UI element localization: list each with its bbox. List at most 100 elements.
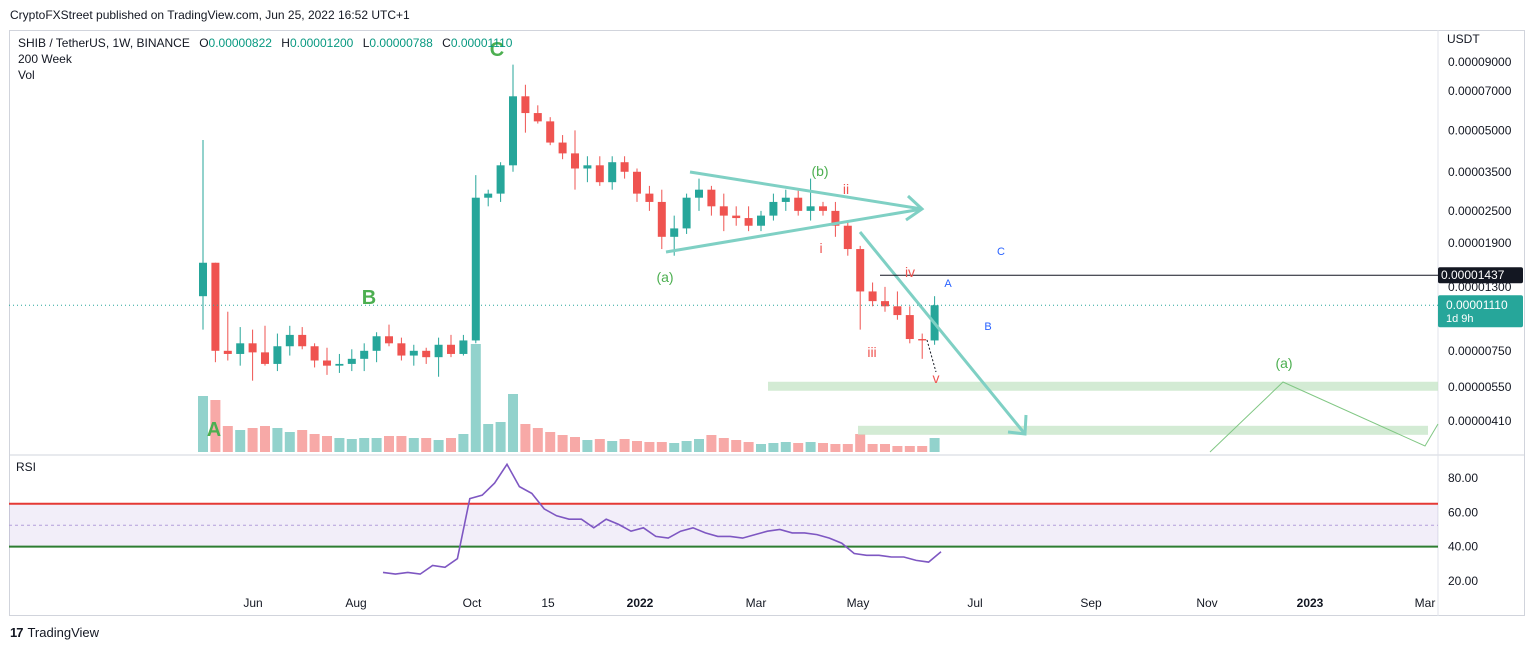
wave-label: i	[819, 240, 822, 256]
candle-body	[285, 334, 294, 347]
candle-body	[608, 162, 617, 183]
candle-body	[471, 197, 480, 341]
candle-body	[360, 350, 369, 359]
time-tick-label: Mar	[746, 596, 767, 610]
candle-body	[273, 346, 282, 364]
time-tick-label: Oct	[463, 596, 482, 610]
candle-body	[521, 96, 530, 114]
volume-bar	[520, 424, 531, 452]
wave-label: (a)	[656, 269, 673, 285]
countdown-label: 1d 9h	[1446, 313, 1474, 325]
volume-bar	[557, 435, 568, 452]
close-value: 0.00001110	[450, 36, 513, 50]
volume-bar	[545, 432, 556, 452]
wave-label: B	[362, 287, 376, 309]
candle-body	[633, 171, 641, 194]
volume-bar	[371, 438, 382, 452]
candle-body	[397, 343, 406, 356]
candle-body	[372, 336, 381, 351]
candle-body	[881, 301, 889, 307]
projection-arrowhead	[1007, 414, 1028, 436]
volume-bar	[433, 440, 444, 452]
price-axis-layer: 0.00009000 0.00007000 0.00005000 0.00003500…	[9, 55, 1523, 428]
candle-body	[484, 193, 493, 198]
volume-bar	[830, 444, 841, 452]
candle-body	[298, 334, 307, 347]
wave-label: iv	[905, 264, 915, 280]
price-tick-label: 0.00009000	[1448, 55, 1512, 69]
candle-body	[732, 215, 741, 219]
candle-body	[571, 153, 579, 169]
volume-bar	[222, 426, 233, 452]
candle-body	[831, 210, 840, 226]
wave-overlay-layer	[665, 170, 1439, 453]
time-tick-label: 2023	[1297, 596, 1324, 610]
time-tick-label: Sep	[1080, 596, 1102, 610]
tradingview-logo-icon: 17	[10, 625, 24, 640]
volume-bar	[322, 436, 332, 452]
tradingview-brand[interactable]: 17 TradingView	[10, 625, 99, 640]
candle-body	[843, 225, 852, 250]
volume-bar	[247, 428, 258, 452]
time-axis-layer: Jun Aug Oct 15 2022 Mar May Jul Sep Nov 2023 Mar	[243, 596, 1435, 610]
price-tick-label: 0.00000550	[1448, 380, 1512, 394]
candle-body	[199, 262, 207, 297]
time-tick-label: Mar	[1415, 596, 1436, 610]
volume-bar	[272, 428, 283, 452]
candle-body	[794, 197, 803, 211]
volume-bar	[470, 344, 481, 452]
candle-body	[757, 215, 765, 226]
volume-bar	[582, 440, 593, 452]
candle-body	[211, 262, 220, 351]
candle-body	[261, 352, 269, 364]
price-tick-label: 0.00000410	[1448, 414, 1512, 428]
volume-bar	[483, 424, 494, 452]
rsi-line	[382, 462, 942, 575]
candle-body	[670, 228, 679, 237]
triangle-lower-line	[665, 207, 923, 254]
triangle-upper-line	[689, 170, 923, 211]
volume-bar	[284, 432, 295, 452]
volume-bar	[446, 438, 456, 452]
candle-body	[434, 344, 443, 358]
price-tick-label: 0.00001300	[1448, 280, 1512, 294]
volume-bar	[718, 438, 729, 452]
candle-body	[583, 165, 592, 169]
current-price-label: 0.00001110	[1446, 298, 1508, 312]
volume-bar	[855, 434, 866, 452]
candle-body	[620, 162, 629, 172]
candle-body	[533, 113, 542, 122]
candle-body	[223, 350, 232, 354]
wave-label: ii	[843, 181, 849, 197]
candle-body	[893, 306, 902, 316]
rsi-tick-label: 60.00	[1448, 505, 1478, 519]
current-price-tag	[1438, 295, 1523, 328]
candle-body	[856, 249, 865, 292]
price-tick-label: 0.00001900	[1448, 236, 1512, 250]
candle-body	[645, 193, 654, 202]
candle-body	[323, 360, 331, 366]
open-label: O	[199, 36, 209, 50]
support-zone-upper	[768, 381, 1438, 391]
volume-bar	[619, 439, 630, 452]
volume-bar	[780, 442, 791, 452]
high-label: H	[281, 36, 290, 50]
candle-body	[769, 201, 778, 216]
volume-bar	[396, 436, 407, 452]
candle-body	[409, 350, 418, 356]
candle-body	[682, 197, 691, 229]
indicator-200-week: 200 Week	[18, 52, 72, 66]
volume-bar	[260, 426, 270, 452]
volume-bar	[198, 396, 208, 452]
wave-label: A	[207, 419, 221, 441]
rsi-tick-label: 80.00	[1448, 471, 1478, 485]
rsi-pane-title: RSI	[16, 460, 37, 474]
time-tick-label: Aug	[345, 596, 366, 610]
volume-bar	[694, 439, 704, 452]
close-label: C	[442, 36, 451, 50]
volume-bar	[706, 435, 717, 452]
volume-bar	[756, 444, 766, 452]
candle-body	[459, 340, 468, 354]
wave-label: C	[490, 39, 504, 61]
